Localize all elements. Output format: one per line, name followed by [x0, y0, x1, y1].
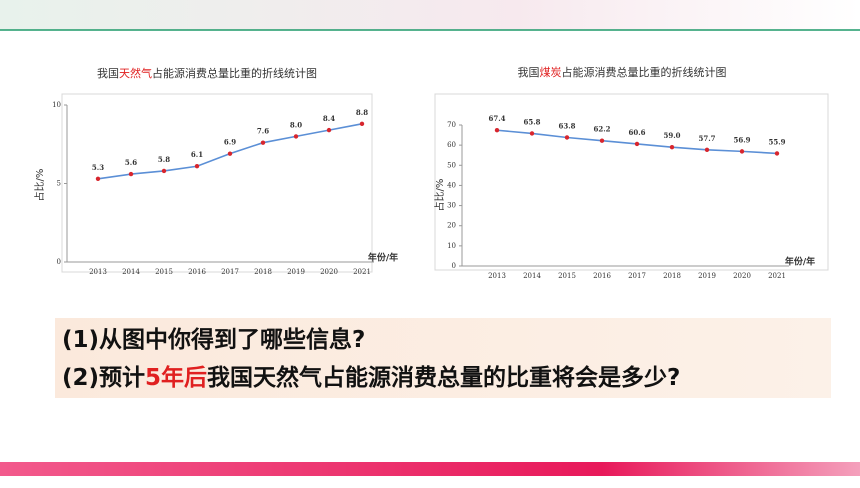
x-tick-label: 2019 — [698, 272, 716, 280]
y-tick-label: 30 — [447, 202, 456, 210]
y-tick-label: 50 — [447, 161, 456, 169]
y-tick-label: 70 — [447, 121, 456, 129]
x-tick-label: 2019 — [287, 268, 305, 276]
x-tick-label: 2021 — [768, 272, 786, 280]
value-label: 56.9 — [733, 135, 750, 144]
value-label: 57.7 — [698, 134, 715, 143]
value-label: 60.6 — [628, 128, 645, 137]
y-tick-label: 5 — [57, 180, 61, 188]
question-box — [55, 318, 831, 398]
point — [293, 134, 299, 139]
y-axis-label: 占比/% — [33, 169, 46, 202]
x-tick-label: 2014 — [122, 268, 140, 276]
y-tick-label: 20 — [447, 222, 456, 230]
value-label: 8.4 — [323, 114, 335, 123]
y-tick-label: 40 — [447, 181, 456, 189]
x-tick-label: 2020 — [320, 268, 338, 276]
value-label: 63.8 — [558, 121, 575, 130]
value-label: 8.8 — [356, 108, 368, 117]
chart-frame — [61, 93, 373, 273]
top-band — [0, 0, 860, 30]
x-tick-label: 2013 — [89, 268, 107, 276]
chart-title: 我国天然气占能源消费总量比重的折线统计图 — [97, 66, 317, 80]
point — [359, 121, 365, 127]
point — [669, 144, 675, 150]
x-tick-label: 2016 — [188, 268, 206, 276]
point — [95, 176, 101, 181]
value-label: 8.0 — [290, 120, 302, 129]
x-tick-label: 2015 — [155, 268, 173, 276]
point — [326, 127, 332, 133]
title-part: 我国 — [97, 67, 119, 80]
y-tick-label: 0 — [57, 258, 61, 266]
x-tick-label: 2018 — [663, 272, 681, 280]
x-tick-label: 2018 — [254, 268, 272, 276]
y-tick-label: 0 — [452, 262, 456, 270]
x-tick-label: 2014 — [523, 272, 541, 280]
x-tick-label: 2015 — [558, 272, 576, 280]
point — [774, 151, 780, 156]
point — [227, 151, 233, 156]
question-part: 5年后 — [145, 364, 207, 391]
value-label: 6.1 — [191, 150, 203, 159]
y-axis-label: 占比/% — [433, 179, 446, 212]
value-label: 5.6 — [125, 158, 137, 167]
x-tick-label: 2017 — [221, 268, 239, 276]
point — [494, 128, 500, 133]
value-label: 5.8 — [158, 155, 170, 164]
value-label: 65.8 — [523, 117, 540, 126]
question: (2)预计5年后我国天然气占能源消费总量的比重将会是多少? — [62, 364, 680, 391]
value-label: 59.0 — [663, 131, 680, 140]
point — [599, 138, 605, 143]
value-label: 5.3 — [92, 163, 104, 172]
question-part: 我国天然气占能源消费总量的比重将会是多少? — [207, 364, 680, 391]
title-part: 天然气 — [119, 66, 152, 80]
chart-title: 我国煤炭占能源消费总量比重的折线统计图 — [518, 65, 727, 79]
point — [704, 147, 710, 152]
point — [529, 131, 535, 136]
point — [564, 135, 570, 140]
point — [161, 168, 167, 174]
x-tick-label: 2020 — [733, 272, 751, 280]
title-part: 我国 — [518, 66, 540, 79]
question: (1)从图中你得到了哪些信息? — [62, 326, 365, 353]
title-part: 煤炭 — [540, 66, 562, 79]
x-axis-label: 年份/年 — [785, 256, 815, 268]
chart-frame — [434, 93, 829, 271]
value-label: 67.4 — [488, 114, 505, 123]
x-tick-label: 2013 — [488, 272, 506, 280]
y-tick-label: 10 — [52, 101, 61, 109]
point — [634, 141, 640, 147]
question-part: (1)从图中你得到了哪些信息? — [62, 326, 365, 353]
point — [260, 140, 266, 145]
x-axis-label: 年份/年 — [368, 252, 398, 264]
title-part: 占能源消费总量比重的折线统计图 — [152, 66, 317, 80]
value-label: 55.9 — [768, 137, 785, 146]
y-tick-label: 10 — [447, 242, 456, 250]
bottom-band — [0, 462, 860, 476]
title-part: 占能源消费总量比重的折线统计图 — [562, 65, 727, 79]
value-label: 62.2 — [593, 125, 610, 134]
point — [128, 171, 134, 177]
x-tick-label: 2016 — [593, 272, 611, 280]
question-part: (2)预计 — [62, 365, 145, 391]
x-tick-label: 2021 — [353, 268, 371, 276]
value-label: 7.6 — [257, 127, 269, 136]
x-tick-label: 2017 — [628, 272, 646, 280]
point — [194, 164, 200, 169]
y-tick-label: 60 — [447, 141, 456, 149]
value-label: 6.9 — [224, 138, 236, 147]
point — [739, 149, 745, 154]
